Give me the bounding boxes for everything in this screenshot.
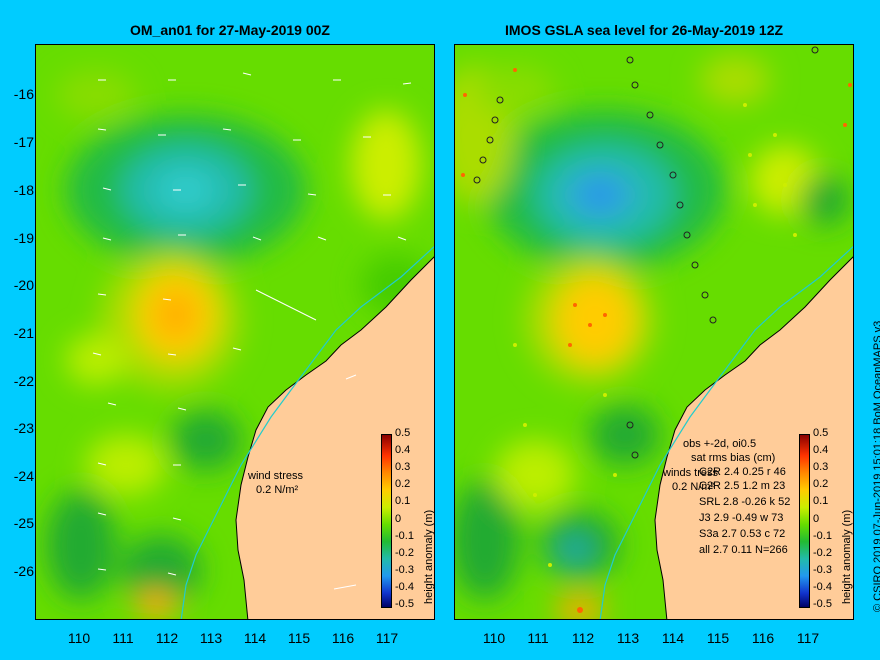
colorbar-tick: -0.3 — [395, 564, 414, 576]
lon-tick: 112 — [155, 630, 179, 646]
lat-tick: -20 — [13, 277, 34, 293]
stats-line: S3a 2.7 0.53 c 72 — [699, 528, 786, 540]
left-wind-value: 0.2 N/m² — [256, 484, 299, 496]
stats-line: J3 2.9 -0.49 w 73 — [699, 512, 784, 524]
colorbar-tick: 0.2 — [395, 478, 411, 490]
colorbar-tick: -0.1 — [395, 530, 414, 542]
lon-tick: 117 — [375, 630, 399, 646]
left-colorbar-title: height anomaly (m) — [423, 509, 435, 604]
colorbar-tick: 0.5 — [395, 427, 411, 439]
colorbar-tick: 0.2 — [813, 478, 829, 490]
lat-tick: -18 — [13, 182, 34, 198]
colorbar-tick: 0 — [813, 513, 820, 525]
colorbar-tick: 0.3 — [813, 461, 829, 473]
right-colorbar: 0.5 0.4 0.3 0.2 0.1 0 -0.1 -0.2 -0.3 -0.… — [799, 427, 859, 612]
lat-tick: -17 — [13, 134, 34, 150]
colorbar-tick: 0 — [395, 513, 402, 525]
colorbar-tick: 0.5 — [813, 427, 829, 439]
right-map-field — [455, 45, 853, 619]
lat-tick: -25 — [13, 515, 34, 531]
lat-tick: -24 — [13, 468, 34, 484]
stats-line: obs +-2d, oi0.5 — [683, 438, 757, 450]
left-colorbar-ticks: 0.5 0.4 0.3 0.2 0.1 0 -0.1 -0.2 -0.3 -0.… — [395, 427, 419, 612]
stats-line: C2R 2.5 1.2 m 23 — [699, 480, 786, 492]
colorbar-tick: -0.4 — [813, 581, 832, 593]
colorbar-tick: -0.2 — [813, 547, 832, 559]
lon-tick: 116 — [751, 630, 775, 646]
lon-tick: 115 — [287, 630, 311, 646]
lon-tick: 113 — [616, 630, 640, 646]
right-map[interactable] — [454, 44, 854, 620]
lat-tick: -26 — [13, 563, 34, 579]
colorbar-tick: 0.1 — [813, 495, 829, 507]
left-colorbar-gradient — [381, 434, 392, 608]
credit-text: © CSIRO 2019 07-Jun-2019 15:01:18 BoM Oc… — [872, 320, 880, 612]
colorbar-tick: 0.3 — [395, 461, 411, 473]
stats-line: all 2.7 0.11 N=266 — [699, 544, 788, 556]
lon-tick: 114 — [661, 630, 685, 646]
lat-tick: -23 — [13, 420, 34, 436]
lon-tick: 110 — [67, 630, 91, 646]
left-map[interactable] — [35, 44, 435, 620]
colorbar-tick: -0.5 — [395, 598, 414, 610]
left-panel-title: OM_an01 for 27-May-2019 00Z — [130, 22, 330, 38]
right-wind-value: 0.2 N/m² — [672, 481, 715, 493]
colorbar-tick: -0.2 — [395, 547, 414, 559]
lon-tick: 115 — [706, 630, 730, 646]
colorbar-tick: 0.1 — [395, 495, 411, 507]
colorbar-tick: 0.4 — [395, 444, 411, 456]
right-wind-label: winds tress — [663, 467, 719, 479]
colorbar-tick: -0.1 — [813, 530, 832, 542]
stats-line: sat rms bias (cm) — [691, 452, 776, 464]
stats-line: SRL 2.8 -0.26 k 52 — [699, 496, 791, 508]
colorbar-tick: 0.4 — [813, 444, 829, 456]
left-wind-label: wind stress — [248, 470, 304, 482]
stats-line: C2R 2.4 0.25 r 46 — [699, 466, 786, 478]
lat-tick: -16 — [13, 86, 34, 102]
lon-tick: 110 — [482, 630, 506, 646]
right-colorbar-gradient — [799, 434, 810, 608]
colorbar-tick: -0.3 — [813, 564, 832, 576]
lat-tick: -22 — [13, 373, 34, 389]
lon-tick: 111 — [527, 630, 549, 646]
lon-tick: 117 — [796, 630, 820, 646]
colorbar-tick: -0.4 — [395, 581, 414, 593]
lat-tick: -19 — [13, 230, 34, 246]
right-colorbar-ticks: 0.5 0.4 0.3 0.2 0.1 0 -0.1 -0.2 -0.3 -0.… — [813, 427, 837, 612]
lon-tick: 113 — [199, 630, 223, 646]
lat-tick: -21 — [13, 325, 34, 341]
left-colorbar: 0.5 0.4 0.3 0.2 0.1 0 -0.1 -0.2 -0.3 -0.… — [381, 427, 441, 612]
lon-tick: 114 — [243, 630, 267, 646]
colorbar-tick: -0.5 — [813, 598, 832, 610]
lon-tick: 111 — [112, 630, 134, 646]
lon-tick: 116 — [331, 630, 355, 646]
left-map-field — [36, 45, 434, 619]
lon-tick: 112 — [571, 630, 595, 646]
right-panel-title: IMOS GSLA sea level for 26-May-2019 12Z — [505, 22, 784, 38]
right-colorbar-title: height anomaly (m) — [841, 509, 853, 604]
